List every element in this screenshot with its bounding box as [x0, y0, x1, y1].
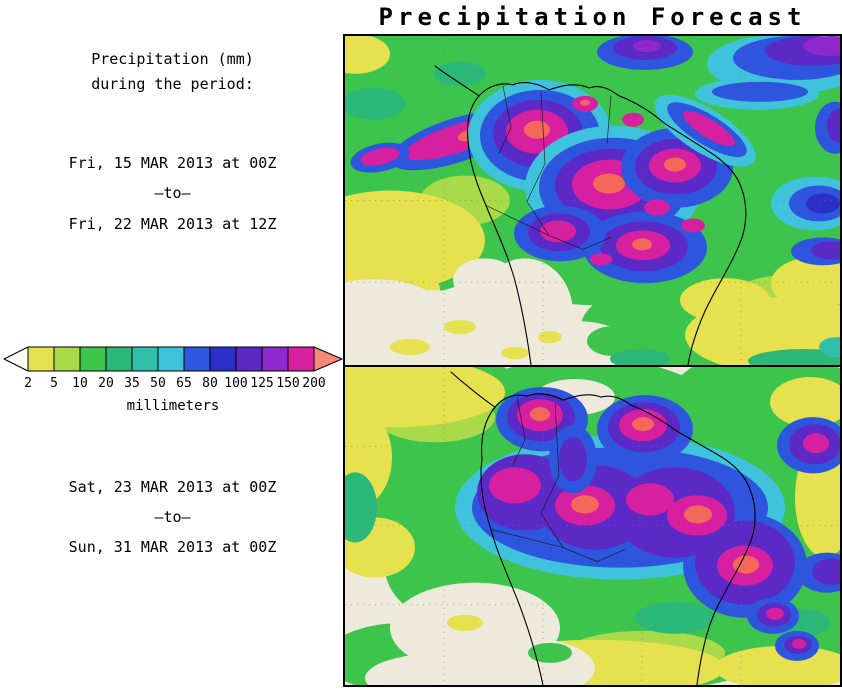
forecast-map-period-1	[343, 34, 842, 367]
period2-end: Sun, 31 MAR 2013 at 00Z	[68, 538, 277, 556]
colorbar-tick: 5	[50, 376, 58, 391]
colorbar-segment	[235, 346, 263, 372]
colorbar-tick: 65	[176, 376, 192, 391]
colorbar-tick: 35	[124, 376, 140, 391]
precip-shading-period-1	[345, 36, 840, 365]
colorbar-unit-label: millimeters	[126, 398, 220, 414]
coastline	[434, 65, 747, 365]
period2-start: Sat, 23 MAR 2013 at 00Z	[68, 478, 277, 496]
colorbar-segment	[157, 346, 185, 372]
colorbar-segment	[209, 346, 237, 372]
period1-end: Fri, 22 MAR 2013 at 12Z	[68, 215, 277, 233]
colorbar-segment	[79, 346, 107, 372]
coastline	[450, 371, 756, 685]
colorbar-tick: 125	[250, 376, 273, 391]
legend-heading-line2: during the period:	[91, 75, 254, 93]
colorbar-segment	[287, 346, 315, 372]
colorbar-segment	[105, 346, 133, 372]
colorbar-tick: 80	[202, 376, 218, 391]
colorbar-segment	[131, 346, 159, 372]
colorbar-segment	[183, 346, 211, 372]
colorbar-tick: 2	[24, 376, 32, 391]
colorbar-tick: 150	[276, 376, 299, 391]
colorbar-under-arrow	[3, 346, 29, 372]
period2-separator: –to–	[154, 508, 191, 526]
colorbar-tick: 50	[150, 376, 166, 391]
colorbar-tick: 200	[302, 376, 325, 391]
country-borders	[490, 397, 626, 562]
precip-shading-period-2	[345, 367, 840, 685]
period1-start: Fri, 15 MAR 2013 at 00Z	[68, 154, 277, 172]
period1-separator: –to–	[154, 184, 191, 202]
colorbar-tick: 10	[72, 376, 88, 391]
colorbar: 2 5 10 20 35 50 65 80 100 125 150 200	[3, 346, 343, 391]
country-borders	[485, 85, 612, 250]
colorbar-segment	[261, 346, 289, 372]
colorbar-over-arrow	[313, 346, 343, 372]
colorbar-segment	[53, 346, 81, 372]
forecast-map-period-2	[343, 365, 842, 687]
colorbar-segment	[27, 346, 55, 372]
colorbar-ticks: 2 5 10 20 35 50 65 80 100 125 150 200	[24, 376, 326, 391]
page-title: Precipitation Forecast	[378, 3, 807, 31]
colorbar-segments	[27, 346, 315, 372]
colorbar-tick: 20	[98, 376, 114, 391]
colorbar-tick: 100	[224, 376, 247, 391]
grid-lines	[345, 367, 840, 685]
legend-heading-line1: Precipitation (mm)	[91, 50, 254, 68]
